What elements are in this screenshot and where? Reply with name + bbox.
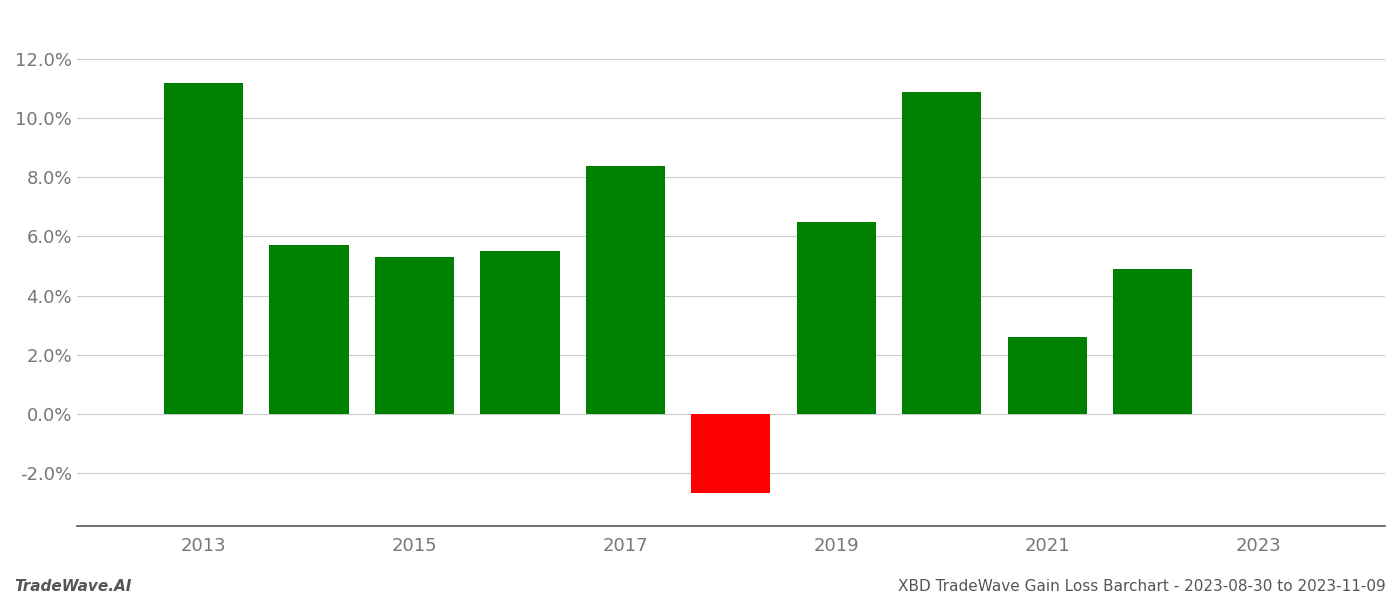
Bar [797, 222, 876, 413]
Bar [1008, 337, 1086, 413]
Bar [164, 83, 244, 413]
Text: XBD TradeWave Gain Loss Barchart - 2023-08-30 to 2023-11-09: XBD TradeWave Gain Loss Barchart - 2023-… [899, 579, 1386, 594]
Bar [692, 413, 770, 493]
Bar [1113, 269, 1193, 413]
Bar [480, 251, 560, 413]
Bar [585, 166, 665, 413]
Bar [269, 245, 349, 413]
Text: TradeWave.AI: TradeWave.AI [14, 579, 132, 594]
Bar [903, 92, 981, 413]
Bar [375, 257, 454, 413]
